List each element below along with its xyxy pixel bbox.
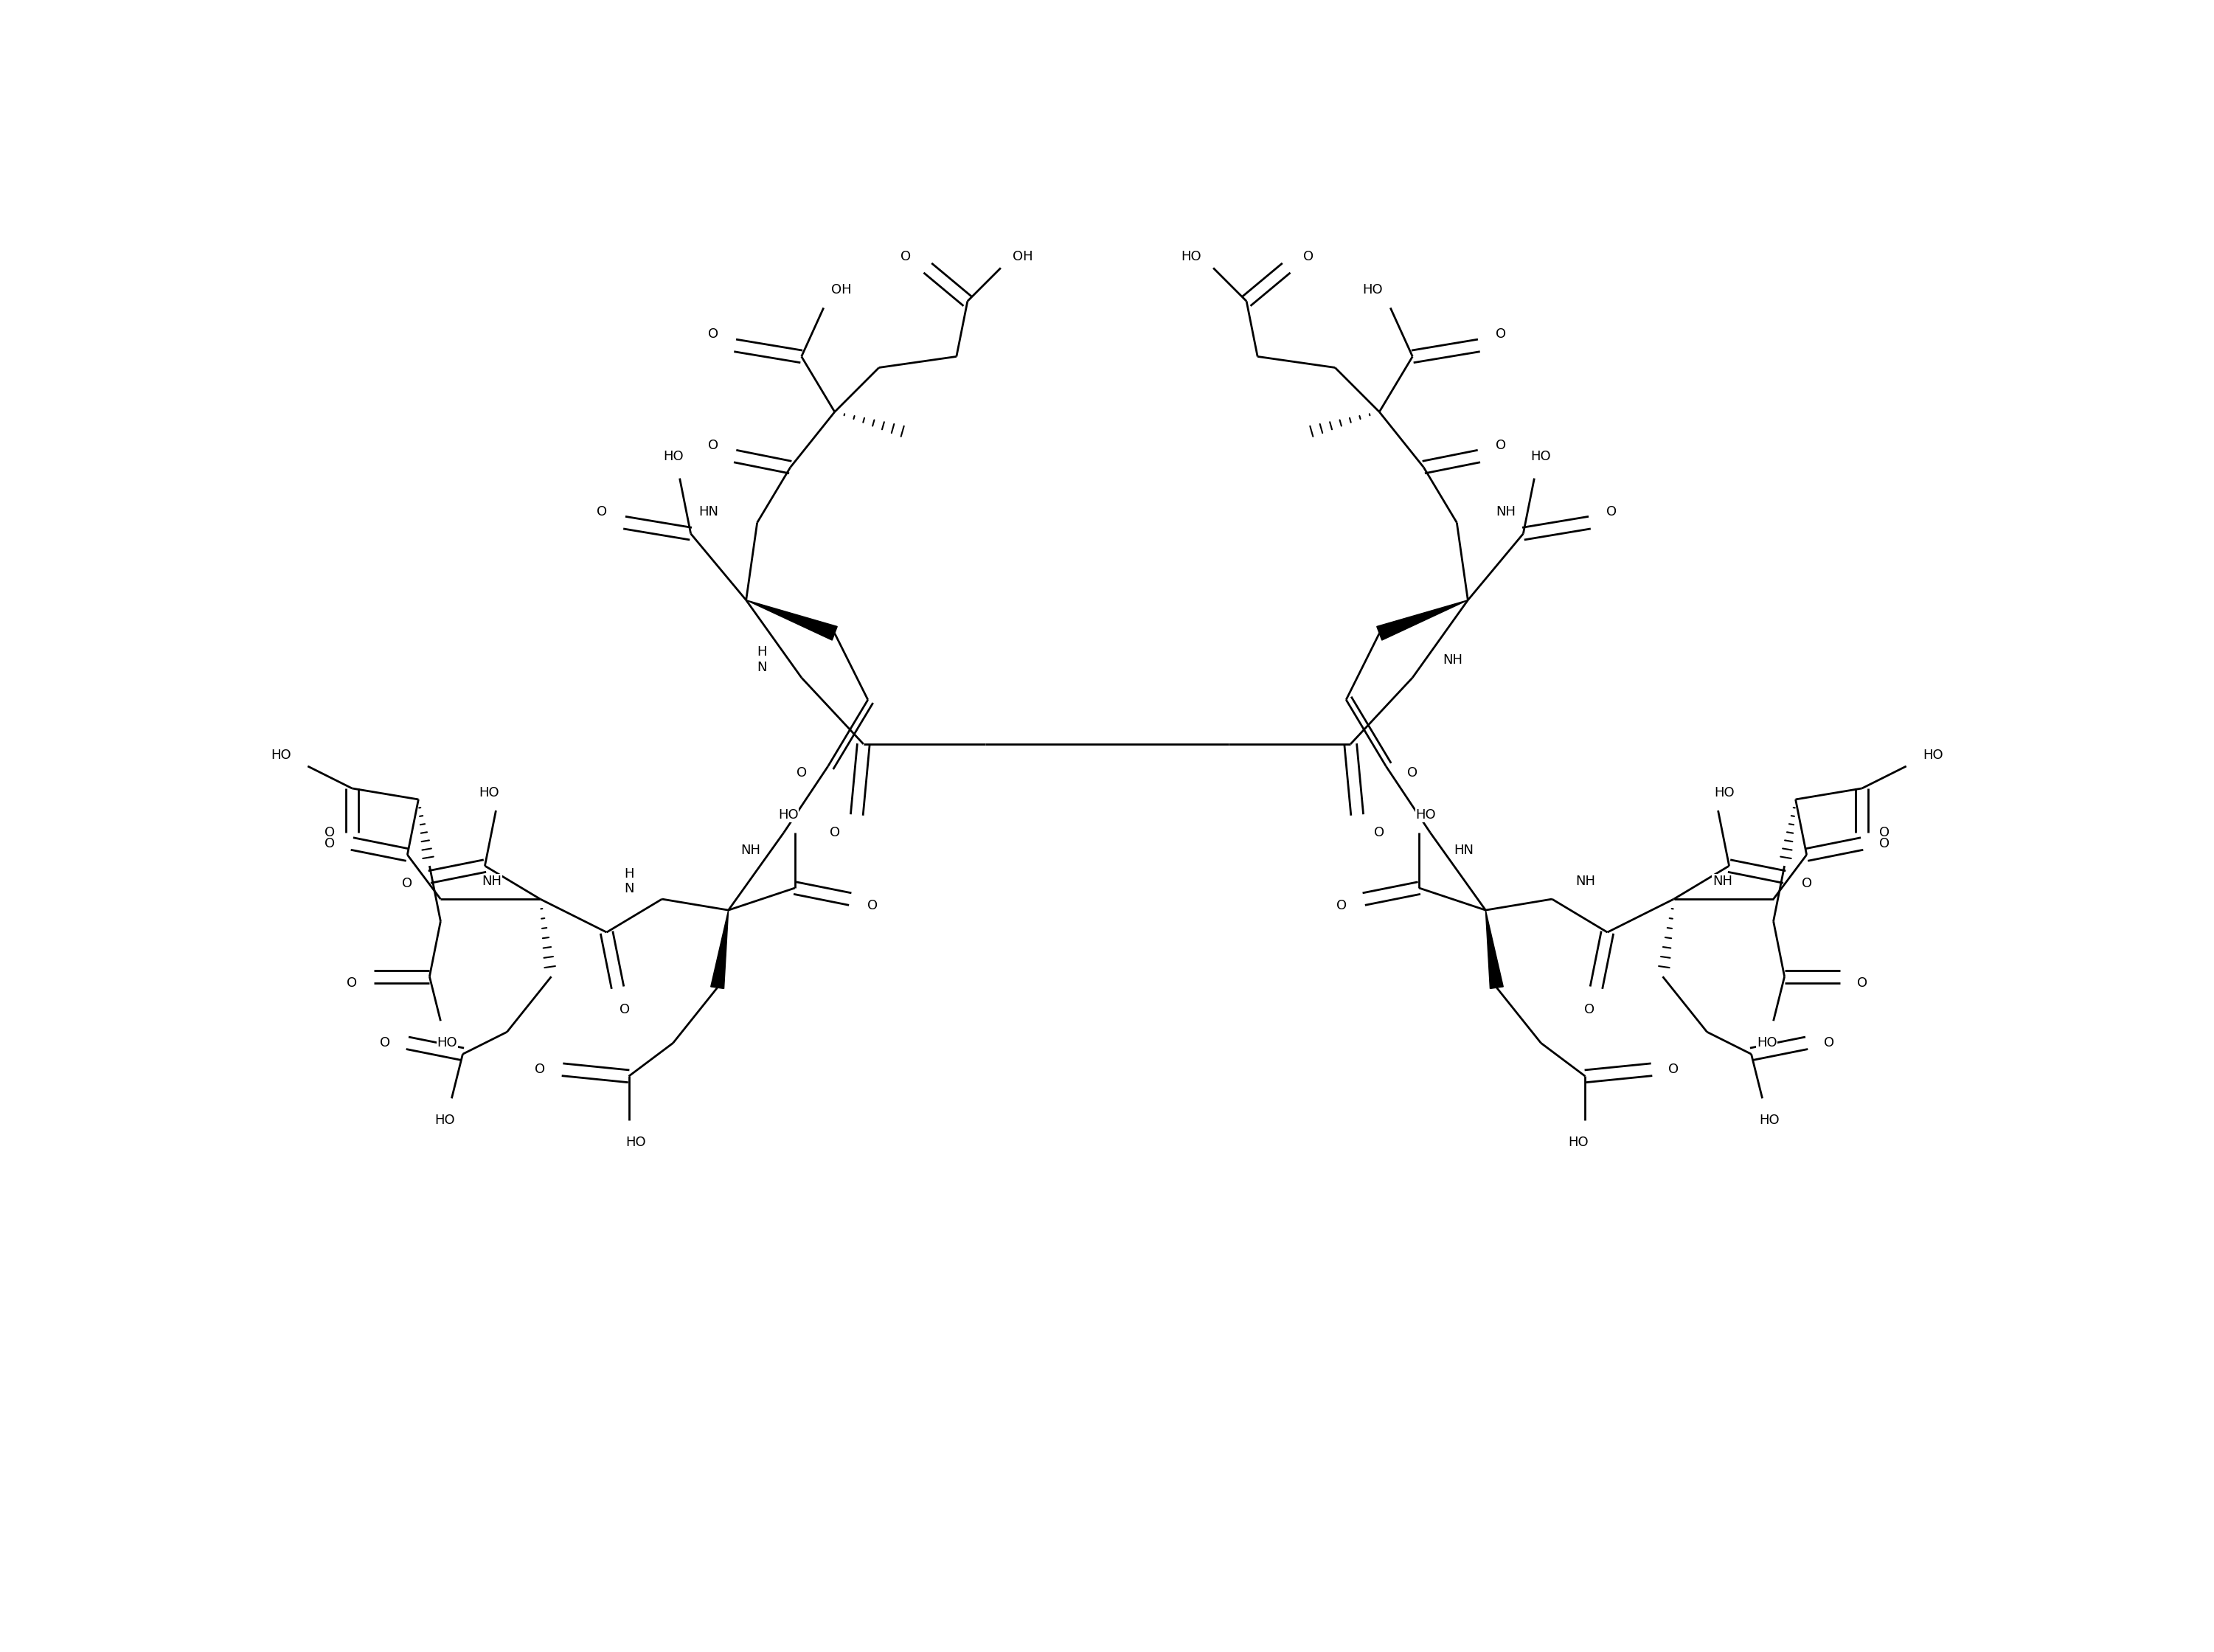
Text: HO: HO	[1415, 808, 1437, 821]
Text: O: O	[1802, 877, 1811, 890]
Text: O: O	[1607, 506, 1616, 519]
Text: O: O	[1304, 249, 1313, 264]
Text: HO: HO	[1568, 1137, 1590, 1150]
Text: H
N: H N	[757, 646, 766, 674]
Text: O: O	[325, 838, 334, 851]
Text: HO: HO	[478, 786, 500, 800]
Text: O: O	[1408, 767, 1417, 780]
Text: O: O	[1669, 1062, 1678, 1075]
Text: HO: HO	[1714, 786, 1736, 800]
Text: O: O	[1585, 1003, 1594, 1016]
Polygon shape	[746, 600, 837, 641]
Text: OH: OH	[1012, 249, 1034, 264]
Text: O: O	[620, 1003, 629, 1016]
Text: O: O	[797, 767, 806, 780]
Text: HO: HO	[434, 1113, 456, 1127]
Text: O: O	[1375, 826, 1384, 839]
Polygon shape	[1486, 910, 1503, 988]
Text: HO: HO	[1758, 1113, 1780, 1127]
Text: O: O	[348, 976, 356, 990]
Text: HO: HO	[1180, 249, 1202, 264]
Text: O: O	[598, 506, 607, 519]
Polygon shape	[711, 910, 728, 988]
Text: O: O	[536, 1062, 545, 1075]
Text: HO: HO	[777, 808, 799, 821]
Text: NH: NH	[1497, 506, 1514, 519]
Text: HO: HO	[1756, 1036, 1778, 1049]
Text: O: O	[1337, 899, 1346, 912]
Text: O: O	[868, 899, 877, 912]
Text: O: O	[1497, 327, 1506, 340]
Text: O: O	[1858, 976, 1866, 990]
Text: HO: HO	[624, 1137, 646, 1150]
Text: OH: OH	[830, 284, 852, 297]
Text: NH: NH	[1444, 653, 1461, 666]
Text: O: O	[1824, 1036, 1833, 1049]
Text: HO: HO	[1362, 284, 1384, 297]
Text: HN: HN	[1455, 844, 1472, 857]
Text: O: O	[403, 877, 412, 890]
Text: O: O	[708, 327, 717, 340]
Text: O: O	[381, 1036, 390, 1049]
Text: O: O	[1880, 826, 1889, 839]
Text: NH: NH	[483, 874, 500, 889]
Text: HO: HO	[1922, 748, 1944, 762]
Text: O: O	[708, 438, 717, 451]
Text: NH: NH	[1576, 874, 1594, 889]
Text: NH: NH	[1714, 874, 1731, 889]
Text: O: O	[1497, 438, 1506, 451]
Text: HO: HO	[1530, 449, 1552, 463]
Text: O: O	[1880, 838, 1889, 851]
Text: HN: HN	[700, 506, 717, 519]
Text: O: O	[901, 249, 910, 264]
Polygon shape	[1377, 600, 1468, 641]
Text: HO: HO	[662, 449, 684, 463]
Text: HO: HO	[436, 1036, 458, 1049]
Text: O: O	[325, 826, 334, 839]
Text: HO: HO	[270, 748, 292, 762]
Text: H
N: H N	[624, 867, 633, 895]
Text: O: O	[830, 826, 839, 839]
Text: NH: NH	[742, 844, 759, 857]
